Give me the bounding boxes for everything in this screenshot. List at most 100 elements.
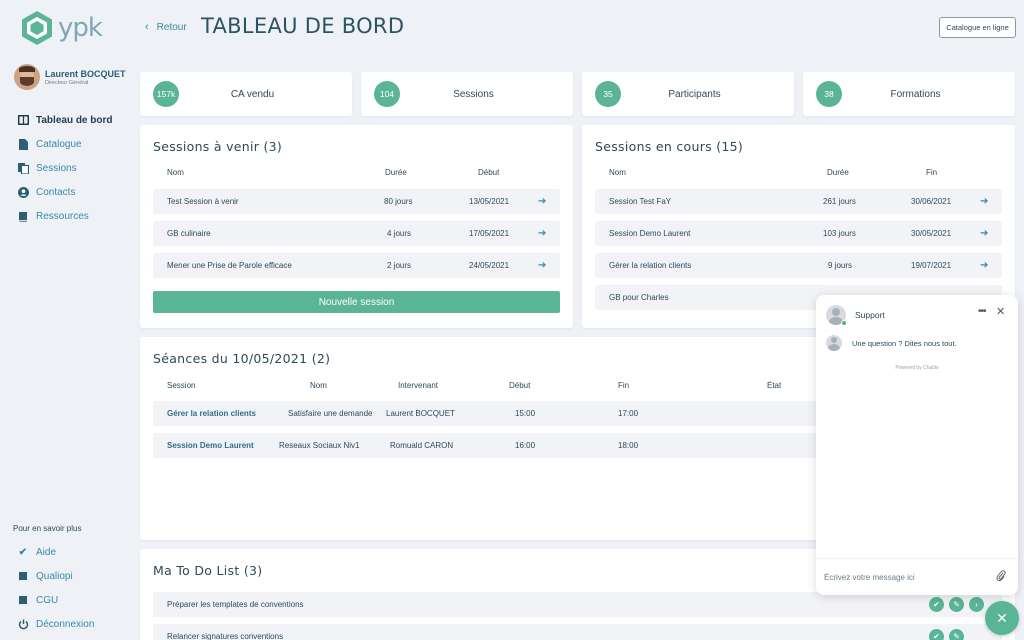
page-title: TABLEAU DE BORD [201,14,405,38]
column-header: Fin [618,381,630,390]
powered-by: Powered by Chatlio [895,365,939,371]
session-link[interactable]: Gérer la relation clients [167,409,256,418]
back-label: Retour [156,21,187,33]
seance-name: Reseaux Sociaux Niv1 [279,441,360,450]
chat-message-input[interactable] [824,568,984,586]
todo-item[interactable]: Relancer signatures conventions ✔ ✎ [153,624,1002,640]
logo-text: ypk [58,13,103,43]
chat-toggle-close-button[interactable]: ✕ [985,601,1019,635]
edit-icon[interactable]: ✎ [949,597,964,612]
sidebar: ypk Laurent BOCQUET Directeur Général Ta… [0,0,130,640]
chat-message: Une question ? Dites nous tout. [826,335,957,351]
table-row[interactable]: Gérer la relation clients 9 jours 19/07/… [595,253,1002,278]
check-icon[interactable]: ✔ [929,629,944,640]
todo-actions: ✔ ✎ › [929,597,989,612]
paperclip-icon[interactable] [996,570,1006,585]
chevron-right-icon[interactable]: › [969,597,984,612]
session-name: GB culinaire [167,229,211,238]
nav-item-tableau-de-bord[interactable]: Tableau de bord [16,108,131,132]
book-icon [16,593,30,607]
avatar [14,64,40,90]
stat-value: 35 [595,81,621,107]
stat-value: 104 [374,81,400,107]
session-name: Session Demo Laurent [609,229,691,238]
session-link[interactable]: Session Demo Laurent [167,441,254,450]
table-row[interactable]: GB culinaire 4 jours 17/05/2021 ➔ [153,221,560,246]
nav-item-label: Qualiopi [36,570,73,582]
chat-header: Support [826,305,885,326]
stat-label: CA vendu [230,88,275,100]
arrow-right-icon[interactable]: ➔ [538,260,547,271]
agent-avatar-icon [826,335,842,351]
user-icon [16,185,30,199]
card-title: Sessions à venir (3) [153,139,283,154]
close-icon[interactable]: ✕ [996,306,1006,318]
logo[interactable]: ypk [20,10,103,46]
session-date: 30/06/2021 [911,197,952,206]
card-title: Sessions en cours (15) [595,139,744,154]
session-date: 30/05/2021 [911,229,952,238]
stat-label: Sessions [453,88,494,100]
edit-icon[interactable]: ✎ [949,629,964,640]
stat-label: Formations [890,88,941,100]
column-header: Fin [926,168,938,177]
back-link[interactable]: ‹ Retour [145,21,187,33]
session-duration: 261 jours [823,197,856,206]
session-name: Mener une Prise de Parole efficace [167,261,292,270]
session-date: 17/05/2021 [469,229,510,238]
seance-end: 17:00 [618,409,639,418]
session-date: 19/07/2021 [911,261,952,270]
stat-value: 38 [816,81,842,107]
todo-label: Relancer signatures conventions [167,632,284,640]
column-header: Nom [167,168,184,177]
nav-item-label: Ressources [36,210,89,222]
nav-item-contacts[interactable]: Contacts [16,180,131,204]
files-icon [16,161,30,175]
dashboard-icon [16,113,30,127]
table-row[interactable]: Mener une Prise de Parole efficace 2 jou… [153,253,560,278]
support-chat-widget: Support ••• ✕ Une question ? Dites nous … [816,295,1018,595]
column-header: État [767,381,782,390]
table-row[interactable]: Session Demo Laurent 103 jours 30/05/202… [595,221,1002,246]
stat-card-participants: 35 Participants [582,72,794,116]
new-session-button[interactable]: Nouvelle session [153,291,560,313]
arrow-right-icon[interactable]: ➔ [980,196,989,207]
table-row[interactable]: Test Session à venir 80 jours 13/05/2021… [153,189,560,214]
session-date: 24/05/2021 [469,261,510,270]
user-profile[interactable]: Laurent BOCQUET Directeur Général [14,64,126,90]
document-icon [16,137,30,151]
todo-label: Préparer les templates de conventions [167,600,304,609]
catalogue-online-button[interactable]: Catalogue en ligne [939,17,1016,38]
online-status-icon [841,320,847,326]
arrow-right-icon[interactable]: ➔ [980,260,989,271]
todo-item[interactable]: Préparer les templates de conventions ✔ … [153,592,1002,617]
card-title: Ma To Do List (3) [153,563,263,578]
session-name: Session Test FaY [609,197,672,206]
card-title: Séances du 10/05/2021 (2) [153,351,331,366]
nav-item-label: CGU [36,594,59,606]
session-duration: 80 jours [384,197,413,206]
column-header: Intervenant [398,381,439,390]
nav-item-label: Aide [36,546,57,558]
session-duration: 4 jours [387,229,412,238]
session-name: Test Session à venir [167,197,239,206]
nav-item-catalogue[interactable]: Catalogue [16,132,131,156]
arrow-right-icon[interactable]: ➔ [980,228,989,239]
nav-item-cgu[interactable]: CGU [16,588,94,612]
hexagon-logo-icon [22,11,52,45]
nav-item-qualiopi[interactable]: Qualiopi [16,564,94,588]
arrow-right-icon[interactable]: ➔ [538,196,547,207]
book-icon [16,569,30,583]
stat-value: 157k [153,81,179,107]
nav-item-ressources[interactable]: Ressources [16,204,131,228]
user-role: Directeur Général [45,79,89,86]
stat-card-ca: 157k CA vendu [140,72,352,116]
more-options-icon[interactable]: ••• [978,306,986,317]
table-row[interactable]: Session Test FaY 261 jours 30/06/2021 ➔ [595,189,1002,214]
nav-item-sessions[interactable]: Sessions [16,156,131,180]
arrow-right-icon[interactable]: ➔ [538,228,547,239]
nav-item-aide[interactable]: ✔ Aide [16,540,94,564]
check-icon[interactable]: ✔ [929,597,944,612]
nav-item-deconnexion[interactable]: Déconnexion [16,612,94,636]
seance-end: 18:00 [618,441,639,450]
